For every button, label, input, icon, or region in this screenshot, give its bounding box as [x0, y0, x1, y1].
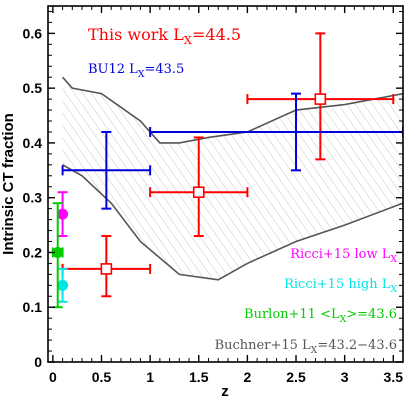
- x-tick-label: 2: [243, 369, 251, 385]
- x-tick-label: 2.5: [286, 369, 306, 385]
- point-bu12-2: [149, 92, 403, 172]
- legend-entry-5: Burlon+11 <LX>=43.6: [244, 307, 397, 325]
- legend-entry-3: Ricci+15 low LX: [290, 247, 397, 265]
- x-tick-label: 3.5: [384, 369, 404, 385]
- data-series: [51, 32, 403, 309]
- point-ricci-15-high-1: [57, 267, 69, 303]
- band-upper-line: [61, 76, 403, 144]
- y-tick-label: 0.3: [23, 190, 43, 206]
- point-ricci-15-low-1: [57, 191, 69, 238]
- x-tick-label: 1.5: [189, 369, 209, 385]
- point-burlon-11-1: [51, 202, 64, 309]
- x-tick-label: 0.5: [92, 369, 112, 385]
- x-axis-title: z: [221, 383, 229, 400]
- x-tick-label: 1: [146, 369, 154, 385]
- legend-entry-6: Buchner+15 LX=43.2−43.6: [215, 338, 397, 356]
- x-tick-label: 3: [341, 369, 349, 385]
- y-tick-label: 0.4: [23, 135, 43, 151]
- plot-frame: [47, 5, 404, 363]
- y-tick-label: 0.2: [23, 244, 43, 260]
- y-axis-title: Intrinsic CT fraction: [0, 113, 17, 255]
- point-bu12-1: [61, 130, 152, 210]
- point-this-work-3: [246, 32, 395, 161]
- y-tick-label: 0.1: [23, 299, 43, 315]
- band-hatch: [62, 77, 403, 280]
- legend: This work LX=44.5 BU12 LX=43.5 Ricci+15 lo…: [88, 25, 397, 356]
- legend-entry-1: This work LX=44.5: [88, 25, 241, 47]
- marker: [52, 246, 64, 258]
- y-tick-label: 0.6: [23, 25, 43, 41]
- y-tick-label: 0.5: [23, 80, 43, 96]
- point-this-work-1: [61, 235, 152, 298]
- marker: [192, 186, 205, 199]
- legend-entry-2: BU12 LX=43.5: [88, 62, 184, 80]
- y-tick-label: 0: [34, 354, 42, 370]
- marker: [57, 208, 69, 220]
- marker: [100, 263, 113, 275]
- buchner-band: [61, 76, 403, 281]
- axis-ticks: 0 0.5 1 1.5 2 2.5 3 3.5 0 0.1 0.2 0.3 0.4 0.5 0.6: [23, 6, 404, 385]
- marker: [57, 279, 69, 291]
- band-lower-line: [62, 164, 403, 281]
- legend-entry-4: Ricci+15 high LX: [284, 277, 397, 295]
- point-this-work-2: [149, 136, 249, 238]
- x-tick-label: 0: [49, 369, 57, 385]
- marker: [314, 93, 327, 105]
